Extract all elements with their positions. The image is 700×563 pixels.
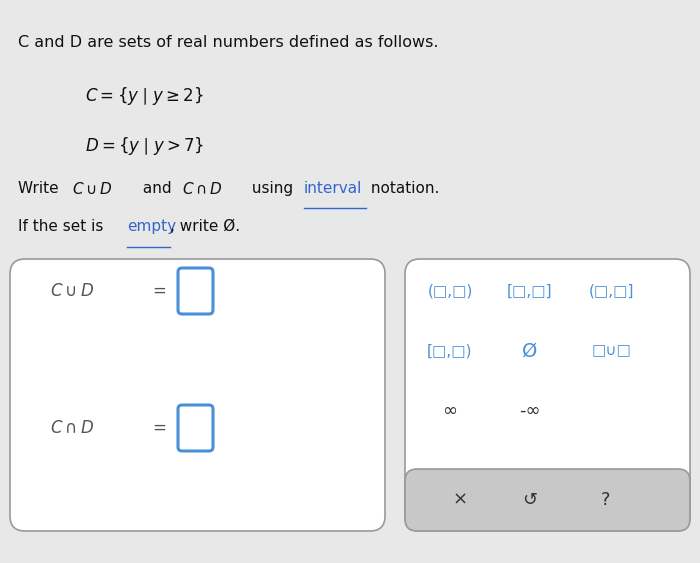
Text: =: = bbox=[152, 282, 166, 300]
FancyBboxPatch shape bbox=[10, 259, 385, 531]
Text: ×: × bbox=[452, 491, 468, 509]
Text: empty: empty bbox=[127, 219, 176, 234]
Text: $D = \{y \mid y > 7\}$: $D = \{y \mid y > 7\}$ bbox=[85, 135, 204, 157]
Text: ↺: ↺ bbox=[522, 491, 538, 509]
FancyBboxPatch shape bbox=[405, 469, 690, 531]
Text: [□,□): [□,□) bbox=[427, 343, 473, 359]
Text: □∪□: □∪□ bbox=[592, 343, 632, 359]
Text: ∞: ∞ bbox=[442, 402, 458, 420]
Text: C and D are sets of real numbers defined as follows.: C and D are sets of real numbers defined… bbox=[18, 35, 438, 50]
Text: notation.: notation. bbox=[366, 181, 440, 196]
Text: , write Ø.: , write Ø. bbox=[170, 219, 240, 234]
Text: [□,□]: [□,□] bbox=[508, 284, 553, 298]
Text: $C \cup D$: $C \cup D$ bbox=[50, 282, 94, 300]
Text: $C \cap D$: $C \cap D$ bbox=[50, 419, 94, 437]
FancyBboxPatch shape bbox=[178, 268, 213, 314]
Text: $C \cap D$: $C \cap D$ bbox=[182, 181, 223, 197]
Text: $C \cup D$: $C \cup D$ bbox=[72, 181, 113, 197]
Text: If the set is: If the set is bbox=[18, 219, 108, 234]
Text: using: using bbox=[247, 181, 298, 196]
Text: (□,□): (□,□) bbox=[427, 284, 473, 298]
Text: -∞: -∞ bbox=[519, 402, 540, 420]
Text: $C = \{y \mid y \geq 2\}$: $C = \{y \mid y \geq 2\}$ bbox=[85, 85, 204, 107]
Text: Ø: Ø bbox=[522, 342, 538, 360]
FancyBboxPatch shape bbox=[178, 405, 213, 451]
Text: interval: interval bbox=[304, 181, 363, 196]
FancyBboxPatch shape bbox=[405, 259, 690, 531]
Text: ?: ? bbox=[601, 491, 610, 509]
Text: and: and bbox=[138, 181, 176, 196]
Text: =: = bbox=[152, 419, 166, 437]
Text: Write: Write bbox=[18, 181, 64, 196]
Text: (□,□]: (□,□] bbox=[589, 284, 635, 298]
